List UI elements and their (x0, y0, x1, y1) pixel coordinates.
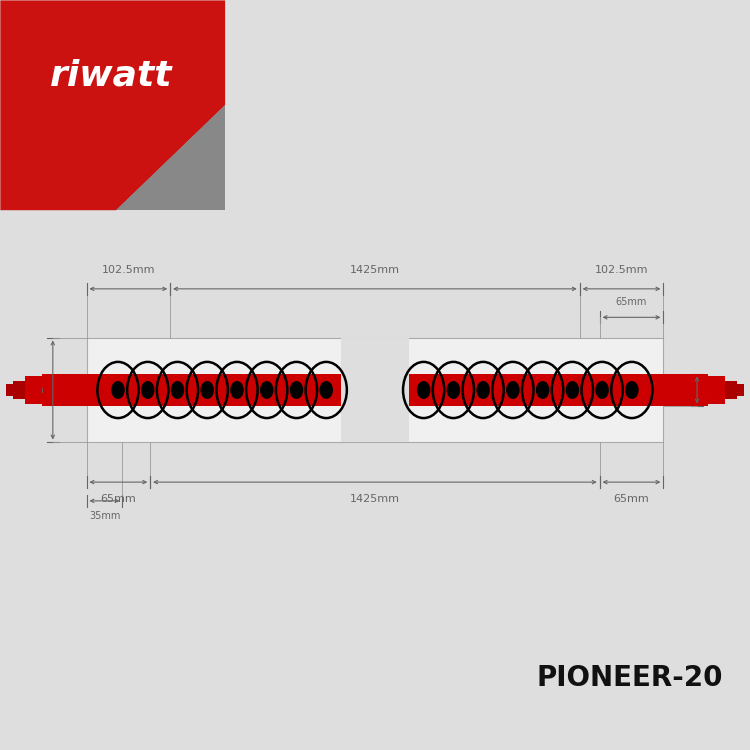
Ellipse shape (171, 381, 184, 399)
Ellipse shape (290, 381, 303, 399)
Ellipse shape (596, 381, 609, 399)
Ellipse shape (230, 381, 244, 399)
Text: 65mm: 65mm (100, 494, 136, 504)
Text: 102.5mm: 102.5mm (595, 266, 648, 275)
Text: 1425mm: 1425mm (350, 494, 400, 504)
Bar (25, 376, 41, 404)
Ellipse shape (260, 381, 274, 399)
Text: 35mm: 35mm (88, 511, 120, 520)
Polygon shape (116, 105, 225, 210)
Text: 21mm: 21mm (706, 385, 742, 395)
Ellipse shape (320, 381, 333, 399)
Bar (341, 338, 409, 442)
Ellipse shape (111, 381, 125, 399)
Bar (5, 384, 13, 396)
Bar (41, 374, 341, 406)
Bar (13, 381, 25, 399)
Bar (86, 338, 663, 442)
Text: 102.5mm: 102.5mm (101, 266, 155, 275)
Ellipse shape (447, 381, 460, 399)
Ellipse shape (476, 381, 490, 399)
Text: 1425mm: 1425mm (350, 266, 400, 275)
Ellipse shape (626, 381, 639, 399)
Ellipse shape (141, 381, 154, 399)
Ellipse shape (566, 381, 579, 399)
Bar (409, 374, 708, 406)
Text: riwatt: riwatt (50, 58, 172, 92)
Text: 65mm: 65mm (616, 297, 647, 307)
Text: 35mm: 35mm (8, 385, 44, 395)
Ellipse shape (200, 381, 214, 399)
Polygon shape (1, 1, 225, 210)
Ellipse shape (506, 381, 520, 399)
Ellipse shape (417, 381, 430, 399)
Text: PIONEER-20: PIONEER-20 (536, 664, 723, 692)
Ellipse shape (536, 381, 549, 399)
Text: 65mm: 65mm (614, 494, 650, 504)
Bar (736, 384, 744, 396)
Bar (708, 376, 724, 404)
Bar (724, 381, 736, 399)
